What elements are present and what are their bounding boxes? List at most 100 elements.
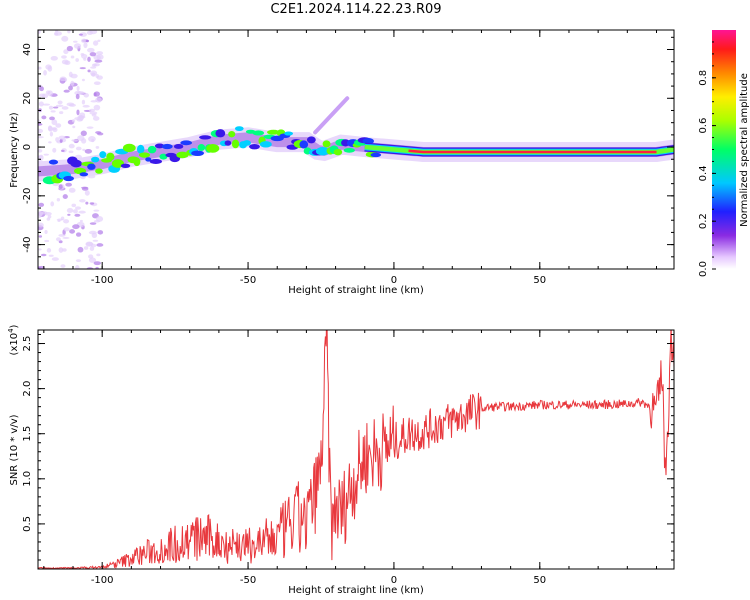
spectrogram-noise-blob: [93, 81, 101, 86]
x-tick-label: -50: [240, 275, 256, 286]
spectrogram-noise-blob: [72, 224, 80, 230]
snr-y-axis-label: SNR (10 * v/v): [9, 414, 20, 485]
spectrogram-noise-blob: [79, 219, 83, 223]
spectrogram-noise-blob: [92, 40, 99, 46]
spectrogram-blob: [228, 130, 236, 138]
spectrogram-noise-blob: [61, 35, 69, 42]
spectrogram-noise-blob: [50, 110, 56, 113]
spectrogram-blob: [91, 156, 100, 163]
spectrogram-blob: [180, 140, 193, 146]
spectrogram-noise-blob: [75, 58, 79, 62]
spectrogram-blob: [215, 129, 226, 138]
spectrogram-noise-blob: [96, 54, 104, 61]
spectrogram-noise-blob: [58, 247, 64, 253]
spectrogram-noise-blob: [38, 202, 45, 207]
spectrogram-noise-blob: [89, 52, 97, 57]
spectrogram-noise-blob: [68, 85, 73, 91]
spectrogram-blob: [267, 129, 280, 135]
spectrogram-blob: [299, 140, 309, 149]
snr-frame: [37, 329, 675, 570]
spectrogram-noise-blob: [77, 246, 84, 253]
spectrogram-noise-blob: [52, 106, 59, 109]
spectrogram-noise-blob: [38, 66, 42, 70]
y-tick-label: 0: [22, 144, 33, 150]
spectrogram-noise-blob: [38, 222, 44, 228]
spectrogram-noise-blob: [75, 93, 80, 100]
spectrogram-noise-blob: [84, 190, 90, 196]
spectrogram-noise-blob: [73, 40, 78, 43]
spectrogram-noise-blob: [71, 119, 76, 123]
spectrogram-noise-blob: [63, 89, 70, 93]
spectrogram-noise-blob: [38, 248, 42, 251]
spectrogram-blob: [322, 140, 331, 148]
spectrogram-noise-blob: [47, 90, 53, 97]
spectrogram-noise-blob: [92, 239, 99, 242]
spectrogram-noise-blob: [61, 59, 69, 65]
snr-x-axis-label: Height of straight line (km): [288, 585, 424, 596]
spectrogram-noise-blob: [44, 239, 50, 243]
spectrogram-blob: [79, 172, 89, 177]
spectrogram-noise-blob: [89, 246, 95, 251]
spectrogram-noise-blob: [79, 199, 86, 203]
spectrogram-noise-blob: [38, 211, 44, 217]
spectrogram-noise-blob: [66, 45, 73, 52]
spectrogram-noise-blob: [85, 39, 89, 43]
spectrogram-noise-blob: [48, 141, 52, 144]
spectrogram-band-core: [408, 149, 657, 154]
spectrogram-blob: [169, 155, 181, 163]
spectrogram-blob: [176, 151, 189, 159]
spectrogram-noise-blob: [62, 194, 68, 199]
spectrogram-noise-blob: [88, 108, 96, 112]
spectrogram-noise-blob: [61, 149, 65, 152]
spectrogram-noise-blob: [88, 257, 97, 263]
spectrogram-noise-blob: [77, 91, 85, 95]
spectrogram-noise-blob: [54, 32, 59, 36]
spectrogram-blob: [370, 152, 382, 158]
spectrogram-noise-blob: [38, 265, 45, 269]
spectrogram-frame: [37, 29, 675, 270]
colorbar: 0.0 0.2 0.4 0.6 0.8 Normalized spectral ampl…: [698, 30, 750, 277]
spectrogram-blob: [99, 151, 107, 159]
spectrogram-noise-blob: [94, 59, 103, 63]
spectrogram-blob: [333, 148, 343, 156]
spectrogram-noise-blob: [63, 227, 70, 232]
spectrogram-blob: [63, 175, 75, 182]
colorbar-label: Normalized spectral amplitude: [739, 73, 750, 227]
spectrogram-blob: [191, 150, 204, 157]
spectrogram-blob: [199, 135, 212, 140]
spectrogram-noise-blob: [72, 125, 76, 129]
spectrogram-noise-blob: [56, 197, 61, 202]
spectrogram-noise-blob: [80, 186, 89, 189]
spectrogram-noise-blob: [55, 237, 61, 242]
spectrogram-noise-blob: [55, 30, 59, 33]
spectrogram-noise-blob: [47, 215, 52, 219]
spectrogram-noise-blob: [77, 135, 85, 141]
spectrogram-blob: [120, 163, 131, 168]
spectrogram-blob: [224, 140, 232, 146]
spectrogram-noise-blob: [41, 93, 49, 99]
spectrogram-y-axis-label: Frequency (Hz): [9, 112, 20, 188]
spectrogram-blob: [252, 130, 265, 136]
spectrogram-blob: [242, 140, 251, 146]
spectrogram-noise-blob: [56, 104, 64, 108]
spectrogram-noise-blob: [76, 85, 80, 92]
spectrogram-blob: [343, 147, 355, 153]
spectrogram-noise-blob: [70, 55, 75, 59]
spectrogram-noise-blob: [89, 222, 97, 225]
spectrogram-noise-blob: [60, 264, 66, 268]
spectrogram-noise-blob: [82, 148, 86, 152]
spectrogram-heatmap: [38, 30, 674, 269]
spectrogram-blob: [136, 144, 145, 154]
spectrogram-noise-blob: [61, 55, 67, 59]
spectrogram-noise-blob: [40, 253, 47, 257]
spectrogram-noise-blob: [71, 139, 78, 142]
spectrogram-noise-blob: [95, 131, 102, 134]
spectrogram-noise-blob: [48, 126, 53, 132]
spectrogram-noise-blob: [43, 70, 47, 76]
spectrogram-noise-blob: [96, 253, 101, 257]
spectrogram-noise-blob: [51, 257, 59, 261]
spectrogram-noise-blob: [70, 80, 75, 87]
spectrogram-blob: [206, 143, 220, 153]
spectrogram-noise-blob: [52, 147, 57, 153]
